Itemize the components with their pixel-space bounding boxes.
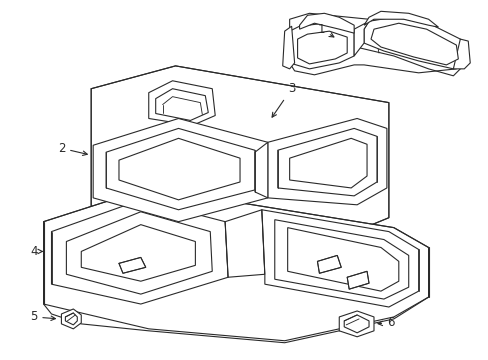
Polygon shape <box>353 21 368 56</box>
Polygon shape <box>91 66 388 255</box>
Polygon shape <box>61 309 81 329</box>
Text: 1: 1 <box>317 23 333 37</box>
Polygon shape <box>297 31 346 64</box>
Text: 3: 3 <box>271 82 295 117</box>
Polygon shape <box>289 13 462 76</box>
Polygon shape <box>289 23 353 69</box>
Polygon shape <box>93 118 267 222</box>
Polygon shape <box>289 138 366 188</box>
Polygon shape <box>339 311 373 337</box>
Polygon shape <box>262 210 418 307</box>
Polygon shape <box>344 315 368 333</box>
Polygon shape <box>66 212 212 294</box>
Polygon shape <box>282 26 294 69</box>
Polygon shape <box>370 23 457 65</box>
Text: 5: 5 <box>30 310 55 323</box>
Text: 4: 4 <box>30 245 43 258</box>
Text: 2: 2 <box>58 142 87 156</box>
Polygon shape <box>277 129 376 196</box>
Polygon shape <box>364 11 438 27</box>
Polygon shape <box>346 271 368 289</box>
Text: 6: 6 <box>377 316 394 329</box>
Polygon shape <box>51 200 228 304</box>
Polygon shape <box>148 81 215 125</box>
Polygon shape <box>224 210 264 277</box>
Polygon shape <box>106 129 254 210</box>
Polygon shape <box>119 257 145 273</box>
Polygon shape <box>267 118 386 205</box>
Polygon shape <box>364 17 466 69</box>
Polygon shape <box>452 39 469 69</box>
Polygon shape <box>317 255 341 273</box>
Polygon shape <box>43 188 427 341</box>
Polygon shape <box>155 89 208 121</box>
Polygon shape <box>65 313 77 325</box>
Polygon shape <box>254 142 267 198</box>
Polygon shape <box>274 220 408 299</box>
Polygon shape <box>81 225 195 281</box>
Polygon shape <box>299 13 353 33</box>
Polygon shape <box>119 138 240 200</box>
Polygon shape <box>287 228 398 291</box>
